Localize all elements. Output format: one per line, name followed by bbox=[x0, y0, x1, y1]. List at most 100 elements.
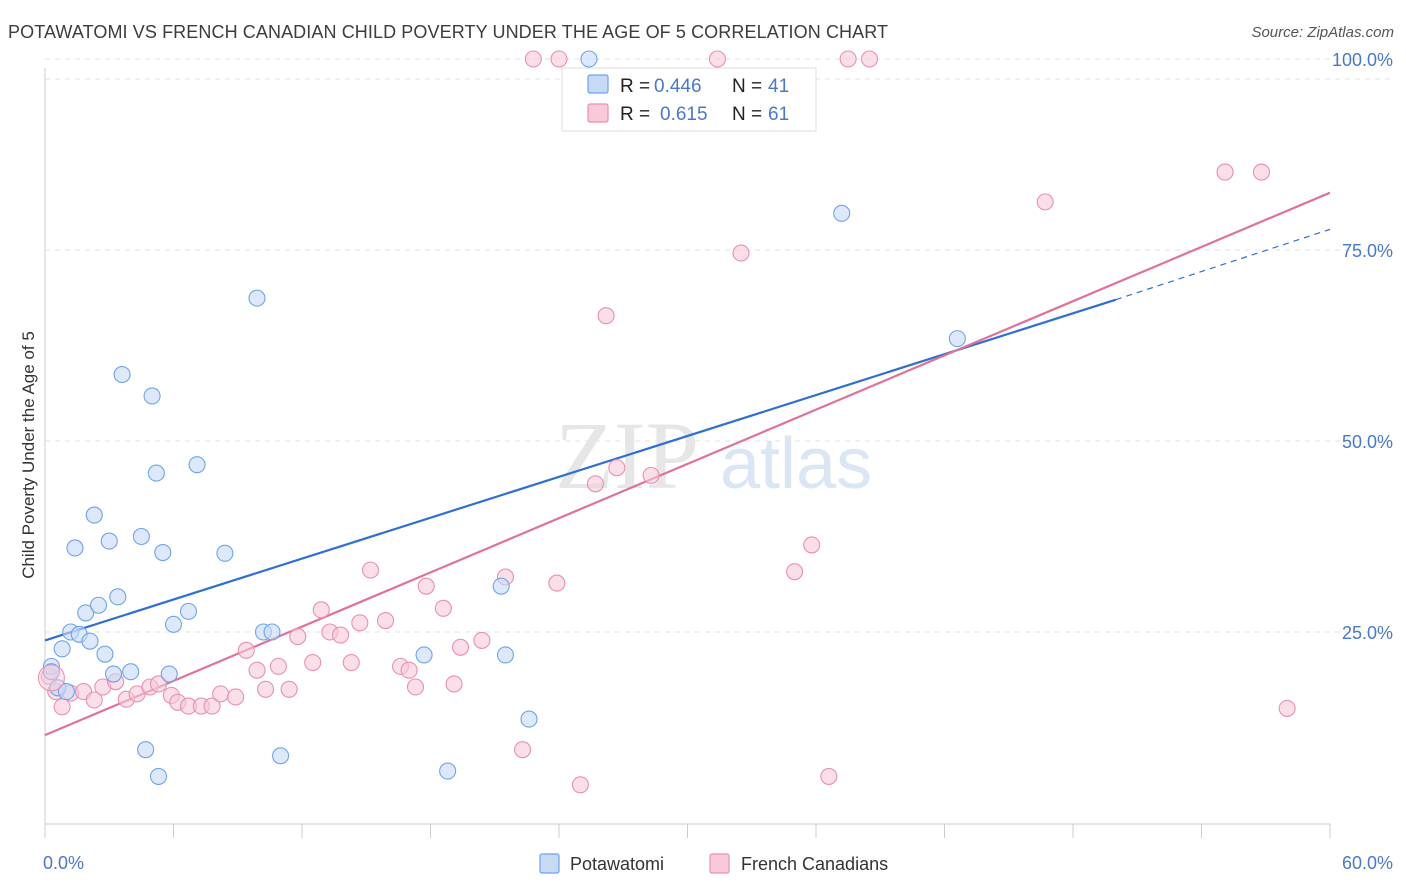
point-potawatomi bbox=[109, 588, 127, 606]
point-french-canadians bbox=[586, 475, 604, 493]
trend-line-potawatomi-extension bbox=[1115, 228, 1331, 301]
point-french-canadians bbox=[342, 654, 360, 672]
y-tick-label: 25.0% bbox=[1342, 623, 1393, 643]
point-french-canadians bbox=[820, 767, 838, 785]
point-potawatomi bbox=[439, 762, 457, 780]
point-potawatomi bbox=[132, 527, 150, 546]
legend-r-value-1: 0.446 bbox=[654, 76, 702, 97]
point-french-canadians bbox=[571, 776, 589, 794]
point-french-canadians bbox=[445, 675, 463, 693]
point-french-canadians bbox=[597, 307, 615, 325]
point-potawatomi bbox=[580, 50, 598, 68]
data-points bbox=[37, 50, 1296, 794]
point-french-canadians bbox=[642, 466, 660, 484]
point-french-canadians bbox=[548, 574, 566, 592]
point-potawatomi bbox=[272, 747, 290, 765]
point-french-canadians bbox=[514, 741, 532, 759]
point-potawatomi bbox=[833, 204, 851, 222]
point-french-canadians bbox=[524, 50, 542, 68]
tick-labels: 25.0% 50.0% 75.0% 100.0% 0.0% 60.0% bbox=[43, 50, 1393, 873]
point-french-canadians bbox=[351, 614, 369, 632]
legend-r-label-2: R = bbox=[620, 104, 650, 125]
point-potawatomi bbox=[520, 710, 538, 728]
gridlines bbox=[45, 58, 1392, 633]
point-potawatomi bbox=[160, 665, 178, 683]
bottom-legend-swatch-french-canadians bbox=[709, 853, 730, 874]
point-potawatomi bbox=[492, 577, 510, 595]
x-tick-label-max: 60.0% bbox=[1342, 853, 1393, 873]
watermark-atlas: atlas bbox=[720, 424, 872, 504]
point-potawatomi bbox=[122, 663, 140, 681]
point-potawatomi bbox=[154, 543, 172, 562]
point-potawatomi bbox=[113, 365, 131, 384]
point-potawatomi bbox=[137, 741, 155, 759]
legend-n-label-1: N = bbox=[732, 76, 762, 97]
point-french-canadians bbox=[608, 459, 626, 477]
point-french-canadians bbox=[361, 561, 380, 579]
point-french-canadians bbox=[280, 680, 298, 698]
bottom-legend: Potawatomi French Canadians bbox=[539, 853, 888, 874]
stats-legend: R = 0.446 N = 41 R = 0.615 N = 61 bbox=[561, 67, 817, 132]
point-french-canadians bbox=[248, 661, 266, 679]
legend-r-label-1: R = bbox=[620, 76, 650, 97]
point-potawatomi bbox=[143, 387, 161, 405]
point-french-canadians bbox=[331, 626, 350, 644]
y-axis-label: Child Poverty Under the Age of 5 bbox=[19, 331, 38, 579]
point-potawatomi bbox=[147, 464, 165, 482]
point-potawatomi bbox=[89, 596, 108, 614]
x-tick-label-min: 0.0% bbox=[43, 853, 84, 873]
legend-swatch-potawatomi bbox=[587, 74, 609, 94]
point-french-canadians bbox=[839, 50, 857, 68]
point-potawatomi bbox=[57, 683, 75, 701]
point-french-canadians bbox=[53, 698, 71, 716]
point-french-canadians bbox=[417, 577, 435, 595]
point-french-canadians bbox=[304, 654, 322, 672]
y-tick-label: 50.0% bbox=[1342, 432, 1393, 452]
point-french-canadians bbox=[1216, 163, 1234, 181]
point-french-canadians bbox=[786, 563, 804, 581]
point-potawatomi bbox=[415, 646, 433, 664]
point-french-canadians bbox=[860, 50, 879, 68]
legend-n-value-2: 61 bbox=[768, 104, 789, 125]
point-potawatomi bbox=[948, 330, 966, 348]
point-french-canadians bbox=[289, 628, 307, 646]
point-french-canadians bbox=[85, 691, 103, 709]
point-french-canadians bbox=[1252, 163, 1271, 181]
point-french-canadians bbox=[212, 685, 230, 703]
point-french-canadians bbox=[406, 678, 425, 696]
point-potawatomi bbox=[53, 640, 71, 658]
point-french-canadians bbox=[434, 599, 452, 617]
chart-title: POTAWATOMI VS FRENCH CANADIAN CHILD POVE… bbox=[8, 22, 889, 42]
point-potawatomi bbox=[263, 623, 281, 641]
point-french-canadians bbox=[803, 536, 821, 554]
point-french-canadians bbox=[1036, 193, 1054, 211]
point-potawatomi bbox=[100, 532, 118, 550]
point-french-canadians bbox=[1278, 699, 1296, 717]
trend-lines bbox=[44, 191, 1331, 737]
point-french-canadians bbox=[550, 50, 568, 68]
axes bbox=[44, 68, 1331, 838]
bottom-legend-label-potawatomi: Potawatomi bbox=[570, 854, 664, 874]
point-potawatomi bbox=[179, 602, 198, 620]
point-potawatomi bbox=[81, 632, 99, 650]
legend-swatch-french-canadians bbox=[587, 103, 609, 123]
point-potawatomi bbox=[77, 604, 95, 622]
source-label: Source: ZipAtlas.com bbox=[1251, 24, 1394, 41]
point-potawatomi bbox=[149, 767, 168, 785]
point-potawatomi bbox=[66, 539, 84, 557]
point-potawatomi bbox=[104, 665, 123, 683]
trend-line-potawatomi bbox=[44, 298, 1117, 642]
y-tick-label: 75.0% bbox=[1342, 241, 1393, 261]
point-french-canadians bbox=[708, 50, 727, 68]
point-french-canadians bbox=[269, 657, 287, 675]
point-potawatomi bbox=[85, 506, 103, 524]
point-potawatomi bbox=[164, 615, 183, 633]
point-french-canadians bbox=[473, 631, 491, 649]
y-tick-label: 100.0% bbox=[1332, 50, 1393, 70]
point-potawatomi bbox=[188, 456, 206, 474]
point-french-canadians bbox=[37, 664, 65, 692]
trend-line-french-canadians bbox=[44, 191, 1331, 737]
point-french-canadians bbox=[376, 611, 395, 630]
legend-n-value-1: 41 bbox=[768, 76, 789, 97]
